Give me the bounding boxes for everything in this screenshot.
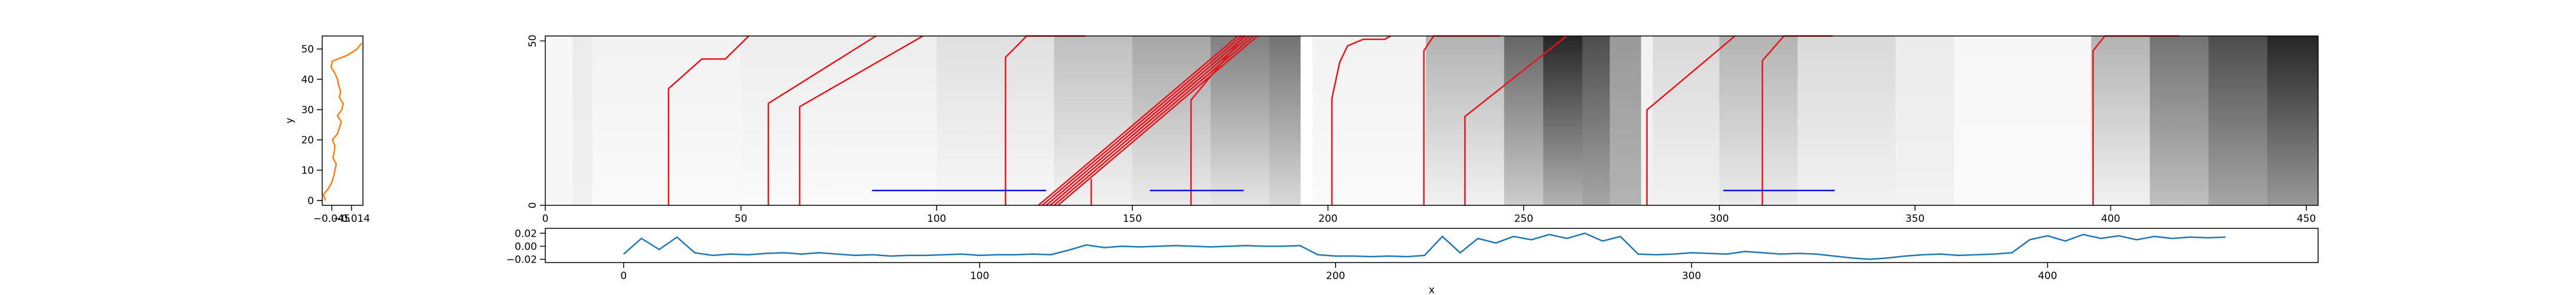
y-tick-label: 50 (527, 35, 539, 48)
x-tick-label: 300 (1710, 213, 1729, 225)
track-line (1190, 35, 1245, 205)
heatmap-band (1312, 36, 1426, 205)
x-tick-label: 0 (620, 270, 627, 282)
x-tick-label: 200 (1318, 213, 1337, 225)
y-tick-label: 30 (301, 104, 314, 116)
heatmap-band (1300, 36, 1313, 205)
y-axis-label: y (284, 117, 296, 123)
track-line (1037, 35, 1239, 206)
x-tick-label: −0.014 (333, 213, 370, 225)
track-line (767, 35, 877, 205)
x-tick-label: 50 (735, 213, 748, 225)
x-tick-label: 0 (542, 213, 549, 225)
x-tick-label: 250 (1514, 213, 1533, 225)
heatmap-band (741, 36, 937, 205)
track-line (1057, 35, 1258, 206)
x-tick-label: 150 (1122, 213, 1141, 225)
heatmap-band (2208, 36, 2268, 205)
x-tick-label: 400 (2038, 270, 2057, 282)
x-axis-label: x (1429, 284, 1435, 295)
x-tick-label: 300 (1682, 270, 1701, 282)
x-tick-label: 100 (927, 213, 946, 225)
x-tick-label: −0.045 (313, 213, 351, 225)
track-line (667, 35, 749, 205)
y-tick-label: 0.02 (515, 228, 537, 240)
heatmap-band (1954, 36, 2091, 205)
heatmap-band (1582, 36, 1611, 205)
y-tick-label: −0.02 (506, 254, 537, 266)
y-tick-label: 0 (307, 195, 314, 207)
track-line (1046, 35, 1246, 206)
heatmap-band (1609, 36, 1642, 205)
x-tick-label: 200 (1326, 270, 1345, 282)
heatmap-band (2267, 36, 2319, 205)
heatmap-band (1798, 36, 1896, 205)
heatmap-band (1504, 36, 1544, 205)
y-tick-label: 10 (301, 165, 314, 176)
heatmap-band (1652, 36, 1720, 205)
axes-frame (545, 35, 2319, 206)
axes-frame (545, 228, 2319, 263)
track-line (1042, 35, 1243, 206)
profile-line (322, 42, 362, 201)
x-tick-label: 350 (1906, 213, 1924, 225)
heatmap-band (2091, 36, 2151, 205)
track-line (1464, 35, 1567, 205)
heatmap-band (545, 36, 573, 205)
heatmap-band (1269, 36, 1301, 205)
heatmap-band (1719, 36, 1798, 205)
y-tick-label: 0 (527, 202, 539, 209)
track-line (1049, 35, 1251, 206)
y-tick-label: 20 (301, 135, 314, 146)
x-tick-label: 450 (2297, 213, 2316, 225)
axes-frame (322, 35, 364, 206)
heatmap-band (592, 36, 742, 205)
heatmap-band (1895, 36, 1955, 205)
heatmap-band (1543, 36, 1583, 205)
signal-line (623, 232, 2226, 260)
y-tick-label: 50 (301, 44, 314, 55)
x-tick-label: 100 (970, 270, 989, 282)
track-line (1331, 35, 1391, 205)
y-tick-label: 40 (301, 74, 314, 86)
x-tick-label: 400 (2101, 213, 2120, 225)
heatmap-band (2149, 36, 2209, 205)
track-line (1646, 35, 1736, 205)
heatmap-band (572, 36, 593, 205)
heatmap-band (1132, 36, 1211, 205)
heatmap-band (1054, 36, 1133, 205)
y-tick-label: 0.00 (515, 241, 537, 253)
track-line (798, 35, 924, 205)
heatmap-band (937, 36, 1055, 205)
